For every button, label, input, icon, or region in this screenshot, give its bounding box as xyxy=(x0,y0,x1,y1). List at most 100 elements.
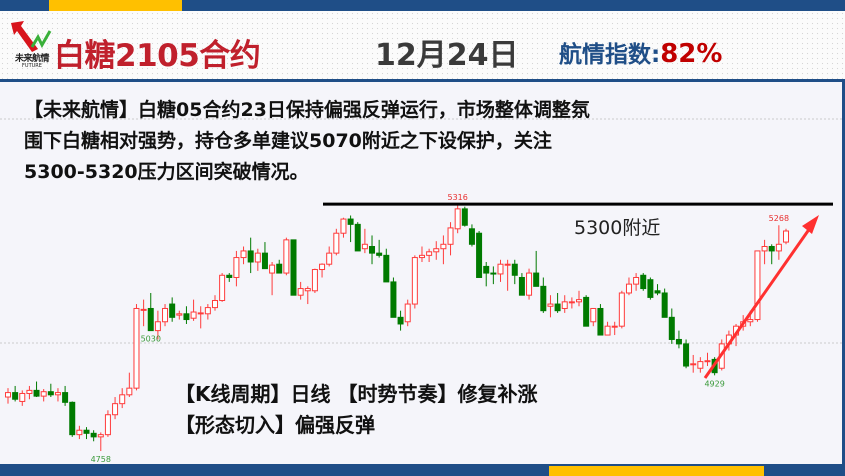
candle-body xyxy=(654,290,661,294)
candle-body xyxy=(104,414,111,436)
candle-body xyxy=(269,264,276,274)
price-annotation: 5316 xyxy=(447,193,467,202)
candle-body xyxy=(668,316,675,340)
candle-body xyxy=(690,363,697,366)
candle-body xyxy=(162,307,169,323)
candle-body xyxy=(354,223,361,252)
candle-body xyxy=(47,391,54,396)
candle-body xyxy=(76,429,83,436)
commentary-line: 5300-5320压力区间突破情况。 xyxy=(24,161,309,183)
candle-body xyxy=(297,288,304,296)
candle-body xyxy=(547,303,554,307)
candle-body xyxy=(90,432,97,438)
header xyxy=(0,11,845,80)
candle-body xyxy=(54,392,61,396)
candle-body xyxy=(583,296,590,327)
candle-body xyxy=(618,292,625,327)
candle-body xyxy=(461,208,468,226)
commentary-line: 围下白糖相对强势，持仓多单建议5070附近之下设保护，关注 xyxy=(24,130,552,152)
candle-body xyxy=(390,281,397,318)
candle-body xyxy=(611,325,618,328)
trend-arrow-head xyxy=(802,215,819,234)
candle-body xyxy=(568,301,575,304)
top-accent xyxy=(49,0,182,11)
candle-body xyxy=(768,245,775,252)
candle-body xyxy=(440,243,447,250)
commentary-line: 【未来航情】白糖05合约23日保持偏强反弹运行，市场整体调整氛 xyxy=(24,99,590,121)
candle-body xyxy=(704,360,711,363)
candle-body xyxy=(454,208,461,230)
candle-body xyxy=(540,285,547,312)
candle-body xyxy=(176,313,183,316)
logo: 未来航情 FUTURE xyxy=(8,19,56,75)
index-readout: 航情指数:82% xyxy=(559,35,722,69)
candle-body xyxy=(404,303,411,323)
candle-body xyxy=(497,263,504,275)
candle-body xyxy=(26,389,33,394)
price-annotation: 4758 xyxy=(91,455,111,464)
candle-body xyxy=(526,272,533,296)
candle-body xyxy=(311,269,318,292)
candle-body xyxy=(490,272,497,275)
candle-body xyxy=(154,321,161,332)
candle-body xyxy=(511,263,518,276)
candle-body xyxy=(233,257,240,278)
candle-body xyxy=(33,389,40,397)
candle-body xyxy=(597,307,604,336)
candle-body xyxy=(433,248,440,253)
candle-body xyxy=(561,301,568,309)
candle-body xyxy=(319,263,326,271)
candle-body xyxy=(211,300,218,309)
candle-body xyxy=(590,307,597,323)
candle-body xyxy=(376,252,383,256)
candle-body xyxy=(190,311,197,319)
candle-body xyxy=(283,239,290,274)
candle-body xyxy=(633,276,640,285)
candle-body xyxy=(397,316,404,325)
candle-body xyxy=(361,243,368,250)
candle-body xyxy=(219,274,226,302)
summary-line-2: 【形态切入】偏强反弹 xyxy=(175,413,375,437)
candle-body xyxy=(426,251,433,256)
logo-arrow-icon xyxy=(11,21,52,52)
candle-body xyxy=(133,307,140,389)
index-label: 航情指数: xyxy=(559,42,661,68)
candle-body xyxy=(347,218,354,225)
candle-body xyxy=(483,265,490,274)
bottom-bar xyxy=(0,464,845,476)
candle-body xyxy=(697,361,704,369)
price-annotation: 5268 xyxy=(769,214,789,223)
candle-body xyxy=(83,429,90,434)
candle-body xyxy=(5,392,11,398)
candle-body xyxy=(340,218,347,234)
candle-body xyxy=(40,391,47,397)
price-annotation: 5030 xyxy=(141,335,161,344)
candle-body xyxy=(554,303,561,312)
top-bar xyxy=(0,0,845,11)
candle-body xyxy=(418,254,425,259)
price-annotation: 4929 xyxy=(704,379,724,388)
commentary: 【未来航情】白糖05合约23日保持偏强反弹运行，市场整体调整氛 围下白糖相对强势… xyxy=(24,95,784,188)
candle-body xyxy=(533,272,540,287)
candle-body xyxy=(183,313,190,321)
candle-body xyxy=(640,274,647,290)
candle-body xyxy=(247,250,254,263)
index-value: 82% xyxy=(660,39,723,69)
candle-body xyxy=(661,292,668,318)
candle-body xyxy=(290,239,297,296)
candle-body xyxy=(140,308,147,311)
summary-line-1: 【K线周期】日线 【时势节奏】修复补涨 xyxy=(175,382,538,406)
candle-body xyxy=(276,263,283,274)
date: 12月24日 xyxy=(375,38,519,73)
candle-body xyxy=(169,303,176,318)
candle-body xyxy=(240,250,247,259)
logo-subtext: FUTURE xyxy=(22,63,42,69)
candle-body xyxy=(369,245,376,254)
candle-body xyxy=(112,403,119,416)
candle-body xyxy=(261,252,268,270)
candle-body xyxy=(647,279,654,298)
candle-body xyxy=(604,325,611,336)
candle-body xyxy=(197,312,204,315)
candle-body xyxy=(775,243,782,252)
